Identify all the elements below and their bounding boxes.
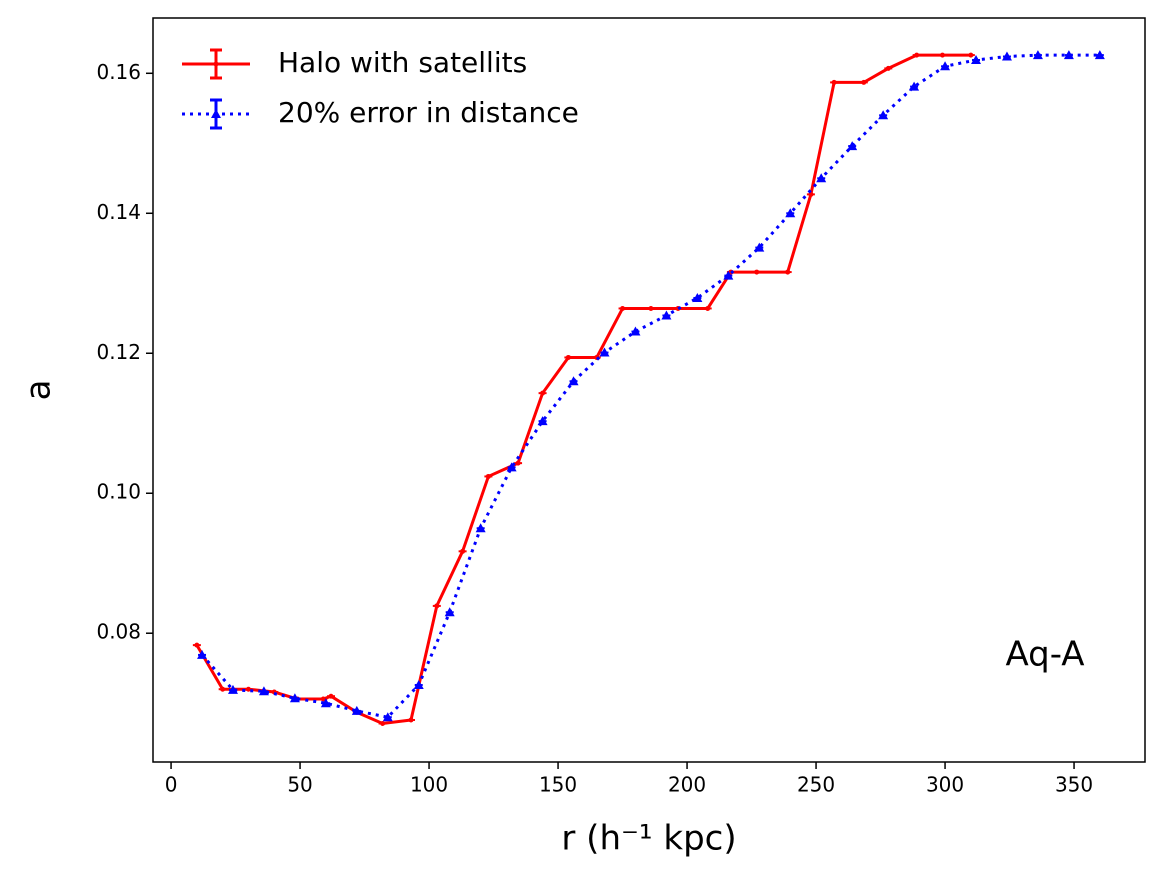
x-tick-label: 0 xyxy=(165,773,178,797)
point xyxy=(475,523,486,533)
point xyxy=(914,52,920,58)
y-tick-label: 0.16 xyxy=(96,60,141,84)
point xyxy=(408,717,414,723)
x-tick-label: 50 xyxy=(287,773,312,797)
x-tick-label: 200 xyxy=(668,773,706,797)
point xyxy=(878,110,889,120)
point xyxy=(785,208,796,218)
point xyxy=(861,79,867,85)
point xyxy=(785,269,791,275)
point xyxy=(968,52,974,58)
point xyxy=(885,65,891,71)
series-line xyxy=(200,53,1100,719)
point xyxy=(909,81,920,91)
point xyxy=(540,390,546,396)
point xyxy=(568,376,579,386)
x-axis-label: r (h⁻¹ kpc) xyxy=(561,819,736,859)
point xyxy=(1063,50,1074,60)
y-tick-label: 0.14 xyxy=(96,200,141,224)
series-line xyxy=(195,53,971,726)
x-tick-label: 250 xyxy=(797,773,835,797)
point xyxy=(537,416,548,426)
point xyxy=(380,721,386,727)
point xyxy=(245,686,251,692)
point xyxy=(754,242,765,252)
point xyxy=(648,305,654,311)
point xyxy=(227,684,238,694)
point xyxy=(194,642,200,648)
x-tick-label: 150 xyxy=(539,773,577,797)
x-tick-label: 100 xyxy=(410,773,448,797)
point xyxy=(1094,50,1105,60)
point xyxy=(460,548,466,554)
point xyxy=(444,607,455,617)
point xyxy=(831,79,837,85)
point xyxy=(328,693,334,699)
point xyxy=(705,305,711,311)
point xyxy=(661,310,672,320)
point xyxy=(485,473,491,479)
legend-label: 20% error in distance xyxy=(278,96,579,129)
point xyxy=(382,712,393,722)
point xyxy=(847,141,858,151)
point xyxy=(692,292,703,302)
point xyxy=(971,54,982,64)
point xyxy=(565,354,571,360)
point xyxy=(620,305,626,311)
point xyxy=(320,698,331,708)
point xyxy=(220,686,226,692)
point xyxy=(1001,51,1012,61)
y-tick-label: 0.08 xyxy=(96,620,141,644)
x-tick-label: 350 xyxy=(1055,773,1093,797)
point xyxy=(1032,50,1043,60)
point xyxy=(723,270,734,280)
point xyxy=(320,696,326,702)
point xyxy=(816,173,827,183)
point xyxy=(940,61,951,71)
legend-marker xyxy=(211,109,221,118)
plot-frame xyxy=(152,17,1146,763)
point xyxy=(599,347,610,357)
point xyxy=(434,603,440,609)
legend-marker xyxy=(213,61,219,67)
point xyxy=(939,52,945,58)
x-tick-label: 300 xyxy=(926,773,964,797)
point xyxy=(289,693,300,703)
annotation: Aq-A xyxy=(1005,635,1084,675)
point xyxy=(506,462,517,472)
y-tick-label: 0.10 xyxy=(96,480,141,504)
legend-label: Halo with satellits xyxy=(278,46,527,79)
point xyxy=(754,269,760,275)
point xyxy=(258,686,269,696)
point xyxy=(197,649,208,659)
y-axis-label: a xyxy=(19,380,59,401)
point xyxy=(351,705,362,715)
point xyxy=(630,326,641,336)
point xyxy=(413,680,424,690)
y-tick-label: 0.12 xyxy=(96,340,141,364)
point xyxy=(515,460,521,466)
